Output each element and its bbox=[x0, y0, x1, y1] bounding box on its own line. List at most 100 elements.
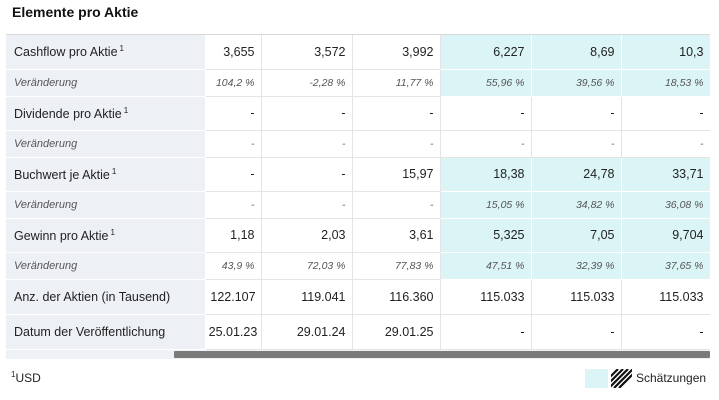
table-cell: 10,3 bbox=[621, 35, 710, 70]
table-cell: 37,65 % bbox=[621, 252, 710, 280]
table-cell: - bbox=[531, 96, 622, 131]
table-cell: 115.033 bbox=[531, 279, 622, 315]
table-cell: - bbox=[440, 96, 532, 131]
table-cell: 32,39 % bbox=[531, 252, 622, 280]
table-cell: 33,71 bbox=[621, 157, 710, 192]
per-share-table: Cashflow pro Aktie 1 3,655 3,572 3,992 6,227 8… bbox=[6, 35, 710, 350]
table-cell: - bbox=[440, 314, 532, 350]
row-label: Anz. der Aktien (in Tausend) bbox=[6, 279, 206, 315]
row-label: Buchwert je Aktie 1 bbox=[6, 157, 206, 192]
per-share-table-container: Cashflow pro Aktie 1 3,655 3,572 3,992 6,227 8… bbox=[6, 35, 710, 351]
table-cell: - bbox=[621, 314, 710, 350]
table-cell: 25.01.23 bbox=[205, 314, 262, 350]
table-row: Datum der Veröffentlichung 25.01.23 29.01.… bbox=[6, 314, 710, 350]
table-cell: 122.107 bbox=[205, 279, 262, 315]
table-cell: 104,2 % bbox=[205, 69, 262, 97]
table-cell: 9,704 bbox=[621, 218, 710, 253]
table-cell: - bbox=[621, 130, 710, 158]
table-cell: 6,227 bbox=[440, 35, 532, 70]
row-label-text: Buchwert je Aktie bbox=[14, 167, 110, 182]
table-row-change: Veränderung - - - - - - bbox=[6, 130, 710, 158]
footnote-text: USD bbox=[15, 371, 41, 385]
footnote-ref: 1 bbox=[110, 227, 115, 237]
table-cell: - bbox=[352, 191, 441, 219]
footnote-ref: 1 bbox=[119, 44, 124, 54]
scrollbar-thumb[interactable] bbox=[174, 351, 710, 358]
row-label-text: Veränderung bbox=[14, 198, 78, 211]
row-label: Gewinn pro Aktie 1 bbox=[6, 218, 206, 253]
table-cell: 5,325 bbox=[440, 218, 532, 253]
table-cell: 116.360 bbox=[352, 279, 441, 315]
table-cell: 18,53 % bbox=[621, 69, 710, 97]
table-cell: 3,655 bbox=[205, 35, 262, 70]
table-row: Dividende pro Aktie 1- - - - - - bbox=[6, 96, 710, 131]
row-label-text: Veränderung bbox=[14, 259, 78, 272]
table-cell: 24,78 bbox=[531, 157, 622, 192]
footnote-ref: 1 bbox=[111, 166, 117, 176]
table-cell: 72,03 % bbox=[261, 252, 353, 280]
row-label-text: Gewinn pro Aktie bbox=[14, 228, 109, 243]
table-cell: 115.033 bbox=[621, 279, 710, 315]
row-label-text: Dividende pro Aktie bbox=[14, 106, 122, 121]
row-label-text: Veränderung bbox=[14, 76, 78, 89]
table-cell: 2,03 bbox=[261, 218, 353, 253]
horizontal-scrollbar[interactable] bbox=[6, 350, 710, 359]
table-cell: 29.01.25 bbox=[352, 314, 441, 350]
table-cell: 15,97 bbox=[352, 157, 441, 192]
table-cell: -2,28 % bbox=[261, 69, 353, 97]
row-label: Veränderung bbox=[6, 252, 206, 280]
table-row-change: Veränderung 104,2 % -2,28 % 11,77 % 55,96 % 3… bbox=[6, 69, 710, 97]
table-cell: 115.033 bbox=[440, 279, 532, 315]
table-cell: - bbox=[205, 130, 262, 158]
row-label-text: Datum der Veröffentlichung bbox=[14, 324, 166, 339]
legend-hatch-icon bbox=[611, 369, 632, 388]
row-label-text: Veränderung bbox=[14, 137, 78, 150]
row-label: Dividende pro Aktie 1 bbox=[6, 96, 206, 131]
table-cell: - bbox=[352, 96, 441, 131]
table-cell: - bbox=[440, 130, 532, 158]
table-row-change: Veränderung 43,9 % 72,03 % 77,83 % 47,51 % 32… bbox=[6, 252, 710, 280]
table-cell: - bbox=[261, 191, 353, 219]
table-row-change: Veränderung - - -15,05 % 34,82 % 36,08 % bbox=[6, 191, 710, 219]
table-cell: 47,51 % bbox=[440, 252, 532, 280]
table-cell: 3,572 bbox=[261, 35, 353, 70]
table-cell: - bbox=[352, 130, 441, 158]
table-cell: - bbox=[531, 314, 622, 350]
section-title: Elemente pro Aktie bbox=[12, 4, 139, 20]
row-label: Veränderung bbox=[6, 130, 206, 158]
table-row: Buchwert je Aktie 1- -15,97 18,38 24,78 33,71 bbox=[6, 157, 710, 192]
row-label: Datum der Veröffentlichung bbox=[6, 314, 206, 350]
table-cell: 7,05 bbox=[531, 218, 622, 253]
table-cell: - bbox=[261, 130, 353, 158]
table-cell: 3,992 bbox=[352, 35, 441, 70]
table-row: Gewinn pro Aktie 1 1,18 2,03 3,61 5,325 7,05 9,… bbox=[6, 218, 710, 253]
table-cell: 3,61 bbox=[352, 218, 441, 253]
title-divider bbox=[6, 34, 710, 35]
table-cell: 43,9 % bbox=[205, 252, 262, 280]
table-cell: 11,77 % bbox=[352, 69, 441, 97]
row-label: Veränderung bbox=[6, 69, 206, 97]
row-label-text: Anz. der Aktien (in Tausend) bbox=[14, 289, 171, 304]
table-cell: 29.01.24 bbox=[261, 314, 353, 350]
table-cell: 8,69 bbox=[531, 35, 622, 70]
table-cell: - bbox=[205, 157, 262, 192]
table-cell: - bbox=[531, 130, 622, 158]
table-cell: - bbox=[205, 96, 262, 131]
footnote: 1USD bbox=[11, 370, 41, 385]
table-cell: 1,18 bbox=[205, 218, 262, 253]
table-cell: 55,96 % bbox=[440, 69, 532, 97]
table-cell: - bbox=[205, 191, 262, 219]
table-cell: - bbox=[621, 96, 710, 131]
table-cell: - bbox=[261, 157, 353, 192]
table-cell: 34,82 % bbox=[531, 191, 622, 219]
footnote-ref: 1 bbox=[123, 105, 129, 115]
footnote-marker: 1 bbox=[11, 370, 16, 379]
table-cell: 36,08 % bbox=[621, 191, 710, 219]
table-row: Anz. der Aktien (in Tausend) 122.107 119.0… bbox=[6, 279, 710, 315]
row-label: Veränderung bbox=[6, 191, 206, 219]
table-cell: 119.041 bbox=[261, 279, 353, 315]
table-cell: 39,56 % bbox=[531, 69, 622, 97]
table-row: Cashflow pro Aktie 1 3,655 3,572 3,992 6,227 8… bbox=[6, 35, 710, 70]
legend-label: Schätzungen bbox=[636, 371, 707, 385]
row-label: Cashflow pro Aktie 1 bbox=[6, 35, 206, 70]
